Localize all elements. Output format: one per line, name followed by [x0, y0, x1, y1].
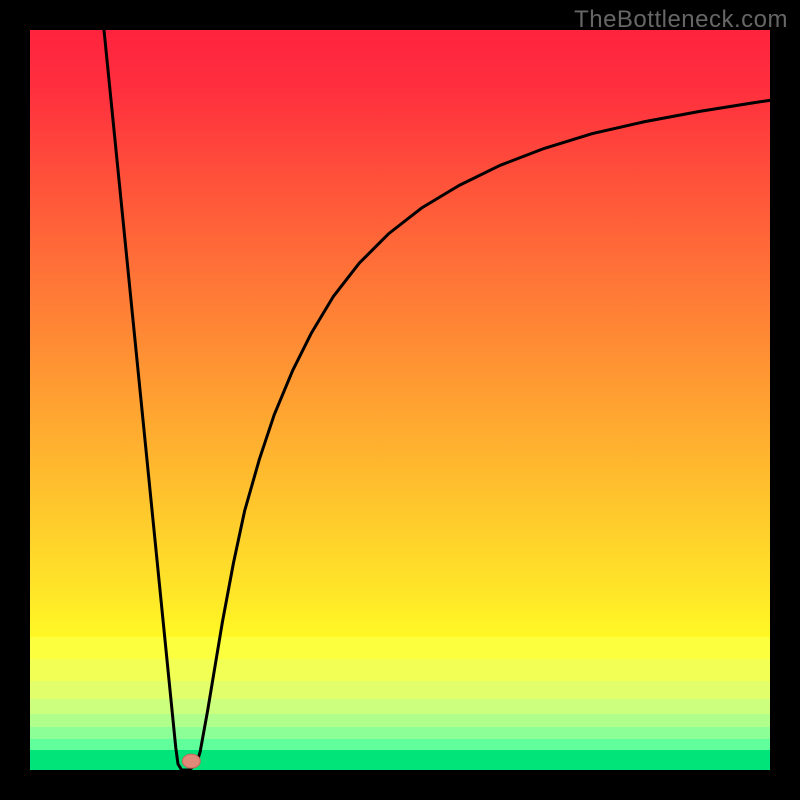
plot-area	[30, 30, 770, 770]
optimum-marker	[182, 754, 200, 768]
curve-path	[104, 30, 770, 770]
bottleneck-curve	[30, 30, 770, 770]
chart-frame: TheBottleneck.com	[0, 0, 800, 800]
watermark-text: TheBottleneck.com	[574, 6, 788, 34]
